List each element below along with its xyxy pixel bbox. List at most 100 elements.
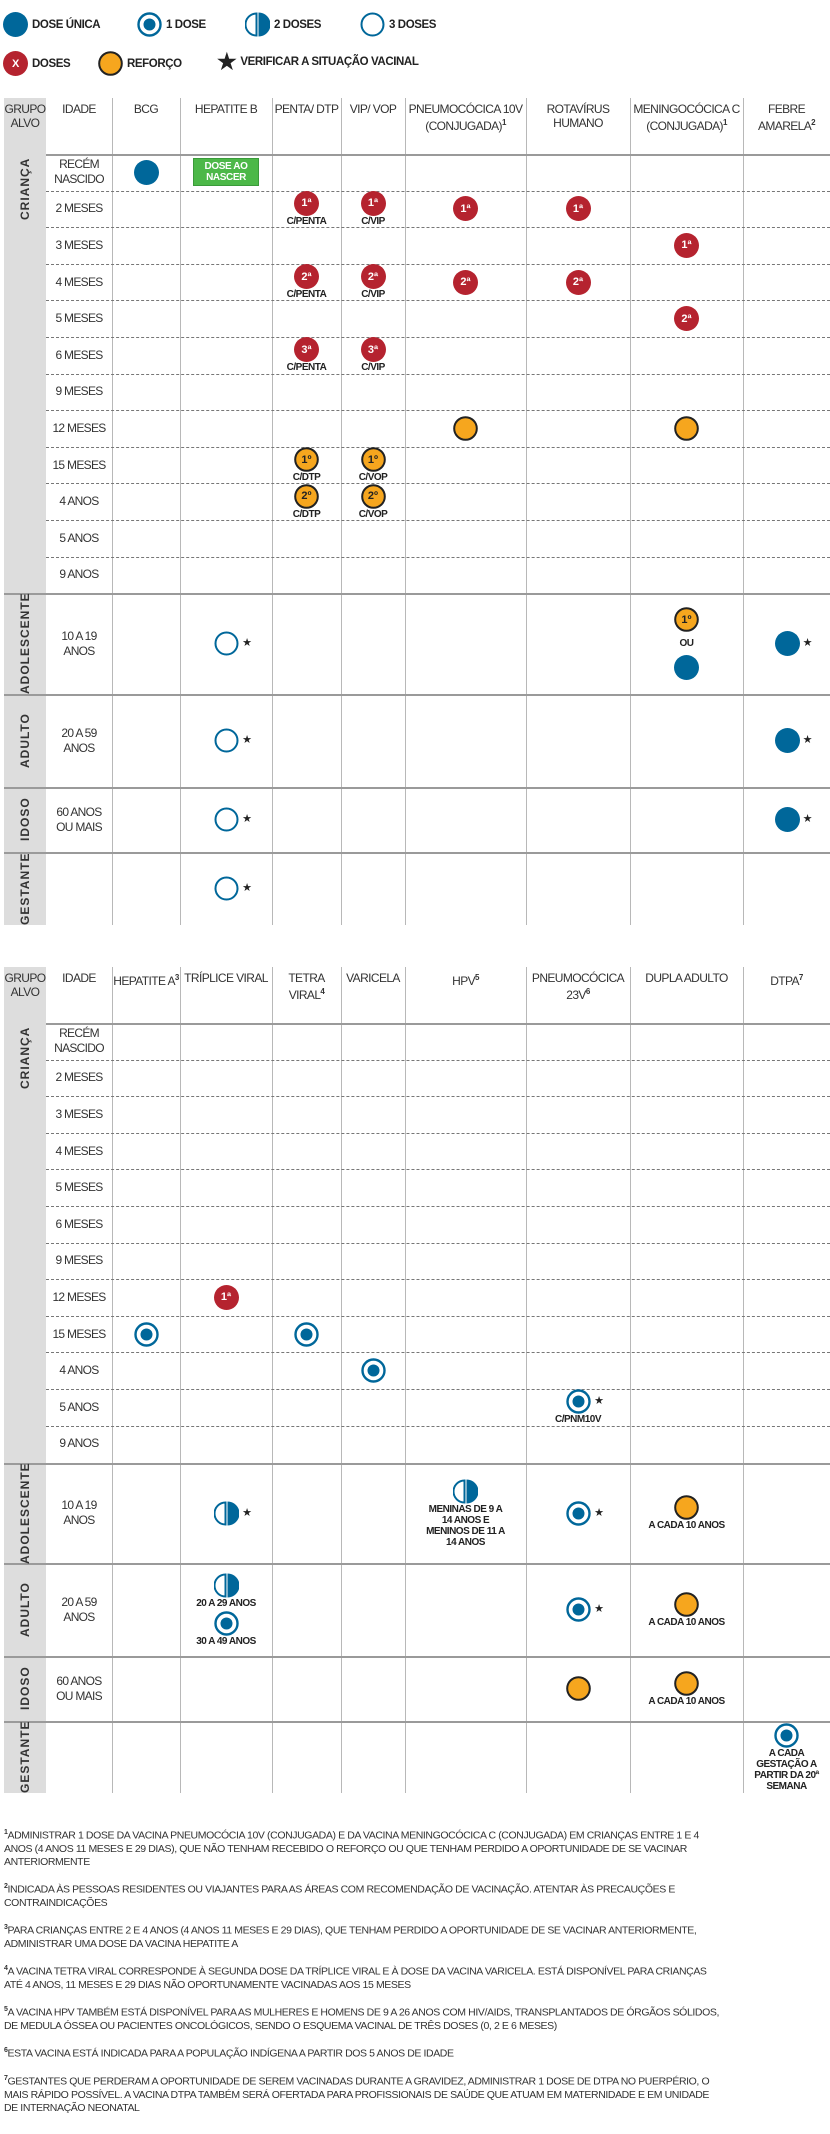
mark-item: ★ — [552, 1500, 604, 1526]
symbol-row: 2ª — [360, 264, 386, 290]
column-header-text: FEBRE AMARELA2 — [743, 102, 830, 133]
age-label: 9 MESES — [46, 374, 112, 411]
row-divider — [46, 373, 830, 375]
age-text: 20 A 59 ANOS — [61, 1594, 97, 1624]
star-icon: ★ — [242, 882, 252, 894]
or-label: OU — [679, 638, 695, 649]
age-text: 5 MESES — [55, 1180, 103, 1195]
vaccine-cell: A CADA 10 ANOS — [630, 1465, 743, 1561]
legend-label: 3 DOSES — [389, 18, 437, 31]
age-text: 12 MESES — [52, 420, 106, 435]
footnote-text: GESTANTES QUE PERDERAM A OPORTUNIDADE DE… — [4, 2075, 710, 2114]
column-header: DUPLA ADULTO — [630, 967, 743, 985]
vaccine-cell: A CADA 10 ANOS — [630, 1565, 743, 1654]
column-header-label: FEBRE AMARELA — [757, 102, 812, 133]
row-divider — [4, 694, 830, 696]
footnote-number: 1 — [4, 1829, 8, 1836]
vaccine-cell: ★ — [180, 854, 272, 923]
footnote-text: INDICADA ÀS PESSOAS RESIDENTES OU VIAJAN… — [4, 1883, 675, 1909]
age-label: 3 MESES — [46, 1096, 112, 1133]
age-text: RECÉM NASCIDO — [54, 157, 104, 187]
booster-icon — [98, 51, 123, 76]
mark-note: MENINAS DE 9 A 14 ANOS E MENINOS DE 11 A… — [426, 1503, 505, 1548]
footnote-ref: 7 — [798, 973, 803, 982]
age-label: 2 MESES — [46, 1060, 112, 1097]
mark-note: A CADA 10 ANOS — [648, 1695, 725, 1707]
row-divider — [46, 190, 830, 192]
dose-unica-icon — [3, 12, 28, 37]
group-label-idoso: IDOSO — [18, 1666, 32, 1711]
symbol-row — [213, 1610, 239, 1636]
vaccine-cell: 1ª C/PENTA — [272, 190, 341, 227]
mark-note: 30 A 49 ANOS — [196, 1635, 256, 1647]
age-text: 60 ANOS OU MAIS — [56, 1673, 102, 1703]
booster-icon: 1º — [294, 447, 319, 472]
age-text: 2 MESES — [55, 1070, 103, 1085]
mark-item: ★ — [552, 1597, 604, 1622]
age-label: 6 MESES — [46, 1206, 112, 1243]
footnote-number: 7 — [4, 2075, 8, 2082]
row-divider — [46, 263, 830, 265]
row-divider — [4, 852, 830, 854]
star-icon: ★ — [802, 813, 813, 825]
mark-item: A CADA GESTAÇÃO A PARTIR DA 20ª SEMANA — [745, 1722, 829, 1792]
symbol-row — [774, 1722, 799, 1748]
row-divider — [46, 446, 830, 448]
mark-item: A CADA 10 ANOS — [648, 1591, 725, 1628]
column-header-label: VIP/ VOP — [349, 102, 397, 116]
symbol-row: 1º — [360, 447, 386, 472]
mark-item: 2ª — [565, 269, 591, 295]
dose-number: 2ª — [681, 312, 692, 325]
column-header: PNEUMOCÓCICA 23V6 — [526, 967, 630, 1002]
symbol-row: ★ — [774, 631, 812, 656]
mark-item: 1ª — [213, 1284, 239, 1310]
column-divider — [112, 967, 113, 1793]
group-label-criança: CRIANÇA — [18, 1026, 32, 1090]
legend-label: 2 DOSES — [274, 18, 322, 31]
mark-item — [453, 416, 478, 441]
row-divider — [46, 1425, 830, 1427]
booster-icon — [674, 416, 699, 441]
dose-unica-icon — [674, 655, 699, 680]
mark-item — [674, 655, 699, 680]
column-header: HEPATITE B — [180, 98, 272, 116]
age-label: RECÉM NASCIDO — [46, 154, 112, 191]
one-dose-icon — [566, 1500, 591, 1526]
legend-label: REFORÇO — [127, 57, 182, 70]
symbol-row: ★ — [214, 631, 252, 656]
star-icon: ★ — [242, 734, 252, 746]
column-header-label: HEPATITE A — [113, 974, 175, 988]
column-header-label: DUPLA ADULTO — [645, 971, 728, 985]
symbol-row: ★ — [566, 1389, 604, 1414]
mark-item: ★ — [200, 1500, 252, 1526]
mark-item: MENINAS DE 9 A 14 ANOS E MENINOS DE 11 A… — [424, 1478, 508, 1548]
vaccine-cell: 3ª C/PENTA — [272, 337, 341, 373]
mark-note: C/PENTA — [286, 289, 327, 301]
doses-icon: 1ª — [294, 190, 319, 216]
symbol-row — [674, 655, 699, 680]
vaccine-cell: ★ — [180, 1465, 272, 1561]
age-label: 4 MESES — [46, 264, 112, 301]
star-icon: ★ — [594, 1395, 604, 1408]
column-header: MENINGOCÓCICA C (CONJUGADA)1 — [630, 98, 743, 133]
mark-note: C/VIP — [361, 215, 385, 227]
header-divider — [46, 1023, 830, 1025]
mark-item: 20 A 29 ANOS — [196, 1572, 256, 1609]
mark-item: A CADA 10 ANOS — [648, 1495, 725, 1531]
column-header: PENTA/ DTP — [272, 98, 341, 116]
star-icon: ★ — [242, 1506, 252, 1519]
dose-number: 2º — [367, 490, 379, 503]
dose-number: 3ª — [301, 343, 312, 356]
vaccine-cell: MENINAS DE 9 A 14 ANOS E MENINOS DE 11 A… — [405, 1465, 526, 1561]
age-label: 9 ANOS — [46, 1426, 112, 1463]
star-icon: ★ — [242, 637, 252, 649]
mark-item: 3ª C/PENTA — [287, 337, 327, 373]
symbol-row: 2º — [294, 483, 319, 509]
group-label-gestante: GESTANTE — [18, 852, 32, 925]
age-text: 12 MESES — [52, 1289, 106, 1304]
column-header-text: PNEUMOCÓCICA 23V6 — [526, 971, 630, 1002]
row-divider — [46, 410, 830, 412]
vaccine-cell: 1º OU — [630, 595, 743, 692]
footnote-ref: 6 — [585, 987, 590, 996]
star-icon: ★ — [594, 1506, 604, 1519]
